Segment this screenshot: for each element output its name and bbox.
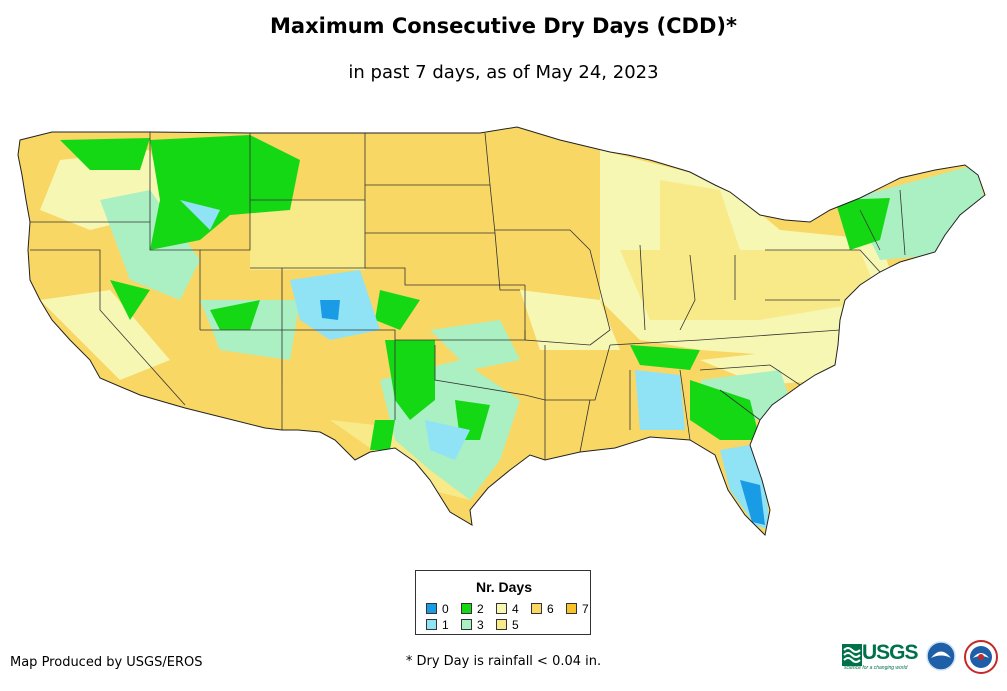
- legend-label: 5: [512, 618, 519, 632]
- map-legend: Nr. Days 0 1 2 3 4 5 6 7: [415, 570, 591, 635]
- noaa-logo-icon: [926, 641, 956, 671]
- nws-logo-icon: [964, 640, 998, 674]
- legend-swatch: [426, 619, 437, 630]
- region-2-days: [150, 135, 300, 250]
- region-0-days: [740, 480, 765, 525]
- region-2-days: [385, 340, 435, 420]
- region-4-days: [520, 290, 620, 350]
- legend-label: 0: [442, 602, 449, 616]
- region-2-days: [375, 290, 420, 330]
- agency-logos: USGS science for a changing world: [842, 638, 1002, 678]
- legend-label: 1: [442, 618, 449, 632]
- region-2-days: [630, 345, 700, 370]
- map-subtitle: in past 7 days, as of May 24, 2023: [348, 62, 659, 83]
- legend-swatch: [531, 603, 542, 614]
- region-1-days: [180, 200, 220, 230]
- legend-label: 4: [512, 602, 519, 616]
- region-1-days: [635, 370, 685, 430]
- region-0-days: [320, 300, 340, 320]
- region-2-days: [370, 420, 395, 450]
- region-5-days: [620, 250, 880, 320]
- map-title: Maximum Consecutive Dry Days (CDD)*: [270, 14, 737, 38]
- country-outline: [17, 126, 986, 537]
- region-5-days: [660, 180, 740, 250]
- region-5-days: [250, 200, 365, 270]
- region-4-days: [40, 290, 170, 380]
- region-2-days: [690, 380, 760, 440]
- legend-swatch: [496, 603, 507, 614]
- usgs-tagline: science for a changing world: [844, 665, 908, 671]
- legend-swatch: [461, 619, 472, 630]
- usgs-wordmark: USGS: [862, 641, 919, 664]
- legend-title: Nr. Days: [475, 579, 533, 595]
- usgs-logo: USGS science for a changing world: [842, 641, 920, 672]
- usgs-wave-icon: [842, 644, 862, 666]
- region-2-days: [60, 138, 150, 170]
- legend-swatch: [566, 603, 577, 614]
- legend-label: 3: [477, 618, 484, 632]
- region-2-days: [210, 300, 260, 330]
- region-2-days: [835, 198, 890, 250]
- legend-swatch: [461, 603, 472, 614]
- legend-swatch: [496, 619, 507, 630]
- credit-text: Map Produced by USGS/EROS: [10, 655, 203, 670]
- region-2-days: [110, 280, 150, 320]
- region-3-days: [430, 320, 520, 370]
- legend-label: 2: [477, 602, 484, 616]
- region-1-days: [425, 420, 470, 460]
- footnote-text: * Dry Day is rainfall < 0.04 in.: [405, 654, 602, 669]
- state-boundaries: [30, 132, 906, 460]
- legend-label: 7: [582, 602, 589, 616]
- legend-label: 6: [547, 602, 554, 616]
- legend-swatch: [426, 603, 437, 614]
